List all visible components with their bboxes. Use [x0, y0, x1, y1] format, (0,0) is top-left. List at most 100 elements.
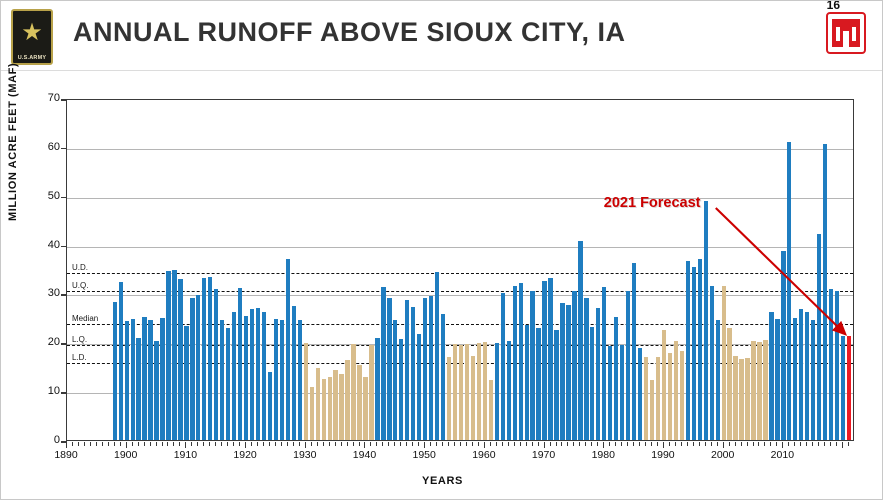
bar-1926 — [279, 320, 285, 440]
bar-1941 — [369, 344, 374, 440]
bar-1899 — [118, 281, 123, 440]
bar-1938 — [351, 344, 356, 440]
bar-1977 — [584, 297, 589, 440]
x-tick-minor — [161, 442, 163, 446]
x-tick-minor — [137, 442, 139, 446]
bar-1940 — [363, 377, 368, 440]
bar-1965 — [512, 285, 517, 440]
bar-1992 — [673, 341, 679, 440]
x-tick-major — [782, 442, 784, 448]
forecast-annotation-label: 2021 Forecast — [603, 195, 701, 212]
x-tick-minor — [292, 442, 294, 446]
bar-2018 — [828, 288, 834, 440]
x-tick-minor — [615, 442, 617, 446]
x-tick-minor — [764, 442, 766, 446]
x-tick-minor — [89, 442, 91, 446]
bar-1960 — [482, 342, 488, 440]
bar-1944 — [387, 297, 392, 440]
runoff-bar-chart: MILLION ACRE FEET (MAF) YEARS 0 10 20 30 40 5… — [1, 63, 882, 499]
bar-1956 — [458, 345, 464, 440]
us-army-logo-text: U.S.ARMY — [17, 55, 47, 61]
x-tick-minor — [800, 442, 802, 446]
bar-1925 — [273, 319, 279, 440]
bar-1939 — [357, 365, 362, 440]
x-tick-minor — [848, 442, 850, 446]
bar-1937 — [345, 360, 350, 440]
x-tick-minor — [645, 442, 647, 446]
bar-1900 — [124, 321, 129, 440]
bar-1961 — [488, 380, 493, 440]
bar-1980 — [602, 287, 607, 440]
bar-1919 — [237, 287, 243, 440]
bar-1952 — [434, 271, 440, 440]
bar-2002 — [733, 355, 738, 440]
x-tick-major — [364, 442, 366, 448]
bar-2019 — [834, 291, 840, 440]
y-tick-mark — [61, 441, 67, 443]
bar-1971 — [548, 278, 553, 440]
x-tick-minor — [454, 442, 456, 446]
y-tick-label: 0 — [53, 434, 60, 446]
bar-1994 — [685, 261, 690, 440]
bar-1998 — [709, 285, 714, 440]
bar-2001 — [727, 328, 732, 440]
x-tick-major — [842, 442, 844, 448]
x-tick-minor — [812, 442, 814, 446]
bar-1990 — [661, 330, 667, 440]
gridline — [67, 246, 853, 248]
bar-1979 — [596, 308, 601, 440]
y-tick-mark — [61, 196, 67, 199]
x-tick-minor — [233, 442, 235, 446]
bar-1970 — [542, 281, 547, 440]
bar-1907 — [166, 270, 171, 440]
bar-1966 — [518, 283, 523, 440]
x-tick-minor — [328, 442, 330, 446]
x-tick-minor — [680, 442, 682, 446]
bar-1968 — [530, 290, 535, 440]
bar-1981 — [608, 346, 613, 440]
bar-1935 — [333, 370, 338, 440]
bar-1975 — [572, 290, 577, 440]
x-tick-minor — [215, 442, 217, 446]
x-tick-minor — [728, 442, 730, 446]
x-tick-minor — [591, 442, 593, 446]
x-tick-minor — [358, 442, 360, 446]
bar-1921 — [249, 308, 255, 440]
bar-1902 — [136, 337, 141, 440]
bar-1982 — [614, 317, 619, 440]
x-tick-minor — [621, 442, 623, 446]
bar-2014 — [805, 312, 810, 440]
x-tick-minor — [448, 442, 450, 446]
x-tick-minor — [794, 442, 796, 446]
x-tick-minor — [394, 442, 396, 446]
x-tick-minor — [573, 442, 575, 446]
bar-1946 — [399, 339, 404, 440]
bar-1957 — [464, 344, 470, 440]
x-tick-minor — [627, 442, 629, 446]
gridline — [67, 148, 853, 150]
x-tick-minor — [376, 442, 378, 446]
bar-2017 — [823, 144, 828, 440]
bar-2000 — [721, 286, 726, 440]
y-tick-mark — [61, 245, 67, 248]
bar-2009 — [775, 319, 780, 440]
usace-castle-icon — [826, 12, 866, 54]
x-tick-major — [722, 442, 724, 448]
x-tick-minor — [257, 442, 259, 446]
bar-1997 — [703, 200, 708, 440]
bar-1924 — [267, 371, 273, 440]
x-tick-minor — [197, 442, 199, 446]
x-tick-minor — [382, 442, 384, 446]
x-tick-minor — [370, 442, 372, 446]
x-tick-label: 1980 — [591, 449, 615, 461]
us-army-logo-icon: ★ U.S.ARMY — [11, 9, 53, 65]
x-tick-minor — [746, 442, 748, 446]
bar-1936 — [339, 373, 344, 440]
x-tick-minor — [752, 442, 754, 446]
x-tick-minor — [388, 442, 390, 446]
bar-1969 — [536, 327, 541, 440]
bar-1967 — [524, 325, 529, 440]
bar-2016 — [817, 233, 822, 440]
x-tick-minor — [430, 442, 432, 446]
